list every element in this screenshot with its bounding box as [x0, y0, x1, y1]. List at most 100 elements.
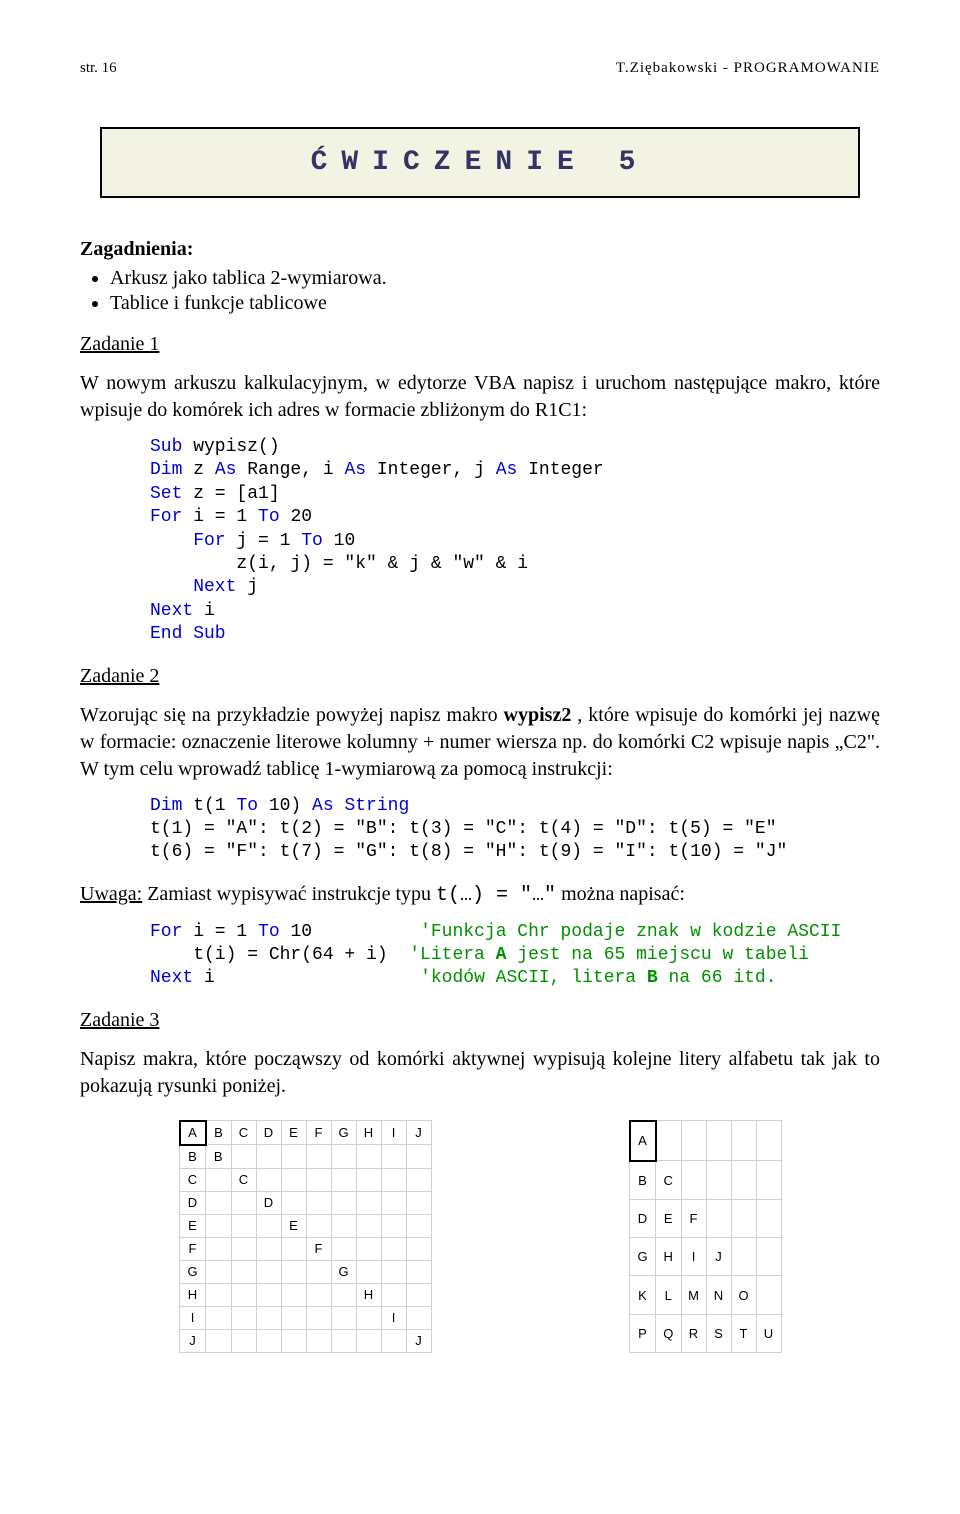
zadanie3-text: Napisz makra, które począwszy od komórki… — [80, 1046, 880, 1100]
grid-cell — [381, 1329, 406, 1352]
grid-cell — [381, 1260, 406, 1283]
grid-cell — [281, 1145, 306, 1169]
grid-cell — [256, 1237, 281, 1260]
grid-cell: F — [180, 1237, 206, 1260]
grid-cell — [281, 1306, 306, 1329]
grid-cell: C — [180, 1168, 206, 1191]
grid-cell — [731, 1161, 756, 1200]
page-header: str. 16 T.Ziębakowski - PROGRAMOWANIE — [80, 60, 880, 77]
grid-cell — [706, 1121, 731, 1161]
grid-cell — [306, 1168, 331, 1191]
example-grid-1: ABCDEFGHIJBBCCDDEEFFGGHHIIJJ — [179, 1120, 432, 1353]
grid-cell — [206, 1191, 232, 1214]
grid-cell — [406, 1145, 431, 1169]
grid-cell: F — [306, 1121, 331, 1145]
grid-cell — [256, 1145, 281, 1169]
grid-cell: G — [630, 1238, 656, 1276]
grid-cell — [231, 1145, 256, 1169]
grid-cell: Q — [656, 1314, 682, 1352]
grid-cell — [231, 1214, 256, 1237]
grid-cell: G — [180, 1260, 206, 1283]
grid-cell — [231, 1306, 256, 1329]
grid-cell — [331, 1191, 356, 1214]
grid-cell — [731, 1238, 756, 1276]
grid-cell: B — [206, 1145, 232, 1169]
zagadnienia-item-2: Tablice i funkcje tablicowe — [110, 292, 880, 315]
grid-cell: A — [180, 1121, 206, 1145]
uwaga-line: Uwaga: Zamiast wypisywać instrukcje typu… — [80, 883, 880, 907]
grid-cell — [406, 1283, 431, 1306]
zadanie3-heading: Zadanie 3 — [80, 1009, 880, 1032]
grid-cell — [706, 1161, 731, 1200]
grid-cell — [656, 1121, 682, 1161]
grid-cell: D — [256, 1121, 281, 1145]
grid-cell — [206, 1260, 232, 1283]
grid-cell — [756, 1276, 781, 1314]
grid-cell — [281, 1260, 306, 1283]
grid-cell — [356, 1214, 381, 1237]
uwaga-label: Uwaga: — [80, 883, 142, 905]
grid-cell — [206, 1237, 232, 1260]
grid-cell — [356, 1145, 381, 1169]
code-block-3: For i = 1 To 10 'Funkcja Chr podaje znak… — [150, 921, 880, 991]
grid-cell: I — [381, 1121, 406, 1145]
grid-cell — [406, 1191, 431, 1214]
grid-cell: C — [656, 1161, 682, 1200]
grid-cell — [356, 1237, 381, 1260]
grid-cell: G — [331, 1260, 356, 1283]
grid-cell — [406, 1306, 431, 1329]
grid-cell — [281, 1191, 306, 1214]
grid-cell — [356, 1191, 381, 1214]
grid-cell — [356, 1168, 381, 1191]
grid-cell: D — [256, 1191, 281, 1214]
example-grid-2: ABCDEFGHIJKLMNOPQRSTU — [629, 1120, 782, 1353]
grid-cell — [231, 1260, 256, 1283]
grid-cell — [306, 1145, 331, 1169]
grid-cell: E — [180, 1214, 206, 1237]
grid-cell: S — [706, 1314, 731, 1352]
grid-cell: K — [630, 1276, 656, 1314]
grid-cell — [206, 1214, 232, 1237]
grid-cell — [306, 1214, 331, 1237]
grid-cell: U — [756, 1314, 781, 1352]
grid-cell: I — [681, 1238, 706, 1276]
grid-cell — [306, 1191, 331, 1214]
grid-cell: D — [180, 1191, 206, 1214]
grid-cell — [256, 1306, 281, 1329]
grid-cell — [356, 1329, 381, 1352]
grid-cell: E — [281, 1121, 306, 1145]
grid-cell: N — [706, 1276, 731, 1314]
grid-cell — [381, 1214, 406, 1237]
grid-cell: E — [656, 1200, 682, 1238]
grid-cell — [256, 1260, 281, 1283]
grid-cell — [331, 1306, 356, 1329]
grid-cell — [756, 1238, 781, 1276]
grid-cell — [406, 1237, 431, 1260]
grid-cell — [381, 1191, 406, 1214]
grid-cell — [206, 1168, 232, 1191]
grid-cell: B — [630, 1161, 656, 1200]
grid-cell — [306, 1306, 331, 1329]
grid-cell — [331, 1168, 356, 1191]
grid-cell — [231, 1329, 256, 1352]
grid-cell — [331, 1214, 356, 1237]
grid-cell: H — [180, 1283, 206, 1306]
grid-cell — [731, 1200, 756, 1238]
grid-cell — [756, 1200, 781, 1238]
grid-cell — [331, 1329, 356, 1352]
header-right: T.Ziębakowski - PROGRAMOWANIE — [616, 60, 880, 77]
grid-cell: B — [206, 1121, 232, 1145]
grid-cell — [281, 1283, 306, 1306]
zagadnienia-item-1: Arkusz jako tablica 2-wymiarowa. — [110, 267, 880, 290]
grid-cell — [206, 1306, 232, 1329]
grid-cell — [281, 1168, 306, 1191]
zadanie2-heading: Zadanie 2 — [80, 665, 880, 688]
grid-cell — [406, 1214, 431, 1237]
grid-cell: D — [630, 1200, 656, 1238]
grid-cell — [231, 1237, 256, 1260]
grid-cell: F — [306, 1237, 331, 1260]
grid-cell: B — [180, 1145, 206, 1169]
grid-cell — [256, 1283, 281, 1306]
grid-cell: A — [630, 1121, 656, 1161]
grid-cell: J — [406, 1121, 431, 1145]
